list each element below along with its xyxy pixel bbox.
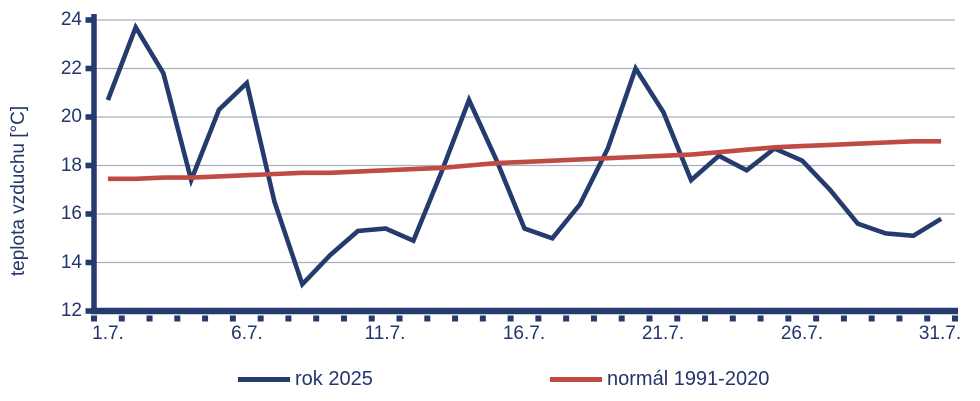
- x-tick: [313, 315, 320, 322]
- x-tick: [590, 315, 597, 322]
- x-tick: [868, 315, 875, 322]
- x-tick: [507, 315, 514, 322]
- y-tick-label-12: 12: [60, 300, 82, 321]
- series-line-0: [105, 22, 943, 289]
- x-tick: [702, 315, 709, 322]
- x-tick: [452, 315, 459, 322]
- x-tick: [618, 315, 625, 322]
- x-tick-label-21-7: 21.7.: [641, 323, 685, 344]
- x-tick: [924, 315, 931, 322]
- y-tick: [85, 211, 94, 217]
- y-tick-label-16: 16: [60, 203, 82, 224]
- y-tick: [85, 114, 94, 120]
- x-tick: [729, 315, 736, 322]
- legend-swatch-0: [238, 376, 290, 382]
- legend-label-rok-2025: rok 2025: [295, 368, 373, 390]
- x-tick-label-26-7: 26.7.: [780, 323, 824, 344]
- y-tick: [85, 308, 94, 314]
- x-tick: [396, 315, 403, 322]
- y-tick-label-22: 22: [60, 58, 82, 79]
- y-tick-label-20: 20: [60, 106, 82, 127]
- legend-item-rok-2025: rok 2025: [238, 366, 373, 392]
- x-tick: [174, 315, 181, 322]
- x-tick: [757, 315, 764, 322]
- y-tick: [85, 162, 94, 169]
- x-tick-label-16-7: 16.7.: [502, 323, 546, 344]
- x-tick: [229, 315, 236, 322]
- x-tick-label-11-7: 11.7.: [364, 323, 406, 344]
- x-tick: [646, 315, 653, 322]
- x-tick: [535, 315, 542, 322]
- x-tick: [146, 315, 153, 322]
- x-tick: [118, 315, 125, 322]
- legend-item-normal-1991-2020: normál 1991-2020: [550, 366, 769, 392]
- x-tick-label-31-7: 31.7.: [918, 323, 962, 344]
- y-tick-label-18: 18: [60, 155, 82, 176]
- x-tick: [952, 315, 958, 322]
- series-line-1: [107, 139, 942, 182]
- y-tick: [85, 17, 94, 23]
- x-tick-label-1-7: 1.7.: [92, 323, 124, 344]
- y-tick-label-14: 14: [60, 252, 82, 273]
- x-tick: [257, 315, 264, 322]
- x-tick: [91, 315, 97, 322]
- x-tick-label-6-7: 6.7.: [231, 323, 263, 344]
- x-tick: [202, 315, 209, 322]
- x-tick: [285, 315, 292, 322]
- x-tick: [563, 315, 570, 322]
- legend-swatch-1: [550, 376, 602, 382]
- x-tick: [479, 315, 486, 322]
- x-tick: [840, 315, 847, 322]
- x-tick: [785, 315, 792, 322]
- legend-label-normal-1991-2020: normál 1991-2020: [607, 368, 770, 390]
- y-axis-title: teplota vzduchu [°C]: [8, 105, 29, 277]
- x-tick: [368, 315, 375, 322]
- x-tick: [813, 315, 820, 322]
- y-tick: [85, 259, 94, 266]
- x-tick: [424, 315, 431, 322]
- y-tick: [85, 65, 94, 72]
- x-tick: [340, 315, 347, 322]
- y-tick-label-24: 24: [60, 9, 82, 30]
- x-tick: [896, 315, 903, 322]
- x-tick: [674, 315, 681, 322]
